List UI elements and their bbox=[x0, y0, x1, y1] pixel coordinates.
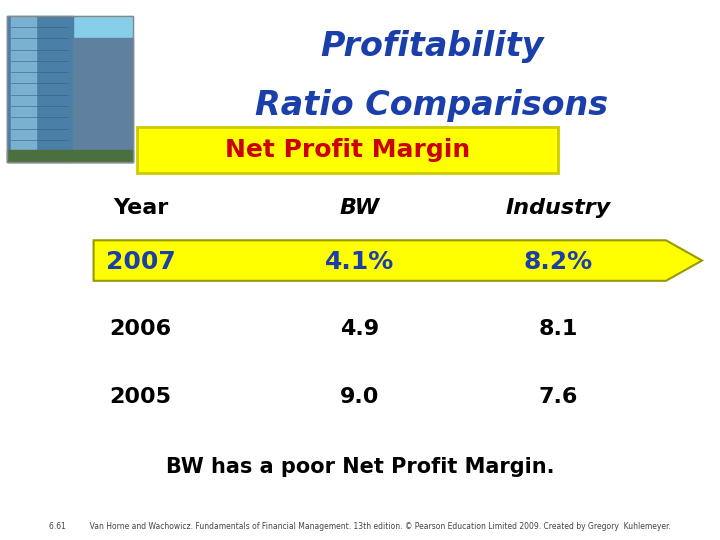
Text: 7.6: 7.6 bbox=[539, 387, 577, 407]
Bar bbox=[7, 16, 133, 162]
Text: 4.1%: 4.1% bbox=[325, 250, 395, 274]
Text: 4.9: 4.9 bbox=[341, 319, 379, 340]
Bar bbox=[7, 16, 73, 162]
Text: 2005: 2005 bbox=[109, 387, 171, 407]
Text: Year: Year bbox=[113, 198, 168, 218]
Text: 8.2%: 8.2% bbox=[523, 250, 593, 274]
Bar bbox=[7, 150, 133, 162]
Text: 6.61          Van Horne and Wachowicz. Fundamentals of Financial Management. 13t: 6.61 Van Horne and Wachowicz. Fundamenta… bbox=[49, 522, 671, 531]
Text: BW: BW bbox=[340, 198, 380, 218]
FancyBboxPatch shape bbox=[137, 127, 558, 173]
Text: 9.0: 9.0 bbox=[341, 387, 379, 407]
Text: Ratio Comparisons: Ratio Comparisons bbox=[256, 89, 608, 122]
Text: Industry: Industry bbox=[505, 198, 611, 218]
Text: 2007: 2007 bbox=[106, 250, 175, 274]
Text: 2006: 2006 bbox=[109, 319, 171, 340]
Text: 8.1: 8.1 bbox=[539, 319, 577, 340]
Bar bbox=[7, 16, 133, 162]
Bar bbox=[73, 38, 133, 162]
Text: BW has a poor Net Profit Margin.: BW has a poor Net Profit Margin. bbox=[166, 457, 554, 477]
Text: Net Profit Margin: Net Profit Margin bbox=[225, 138, 470, 162]
Text: Profitability: Profitability bbox=[320, 30, 544, 63]
Polygon shape bbox=[94, 240, 702, 281]
Bar bbox=[11, 17, 36, 151]
